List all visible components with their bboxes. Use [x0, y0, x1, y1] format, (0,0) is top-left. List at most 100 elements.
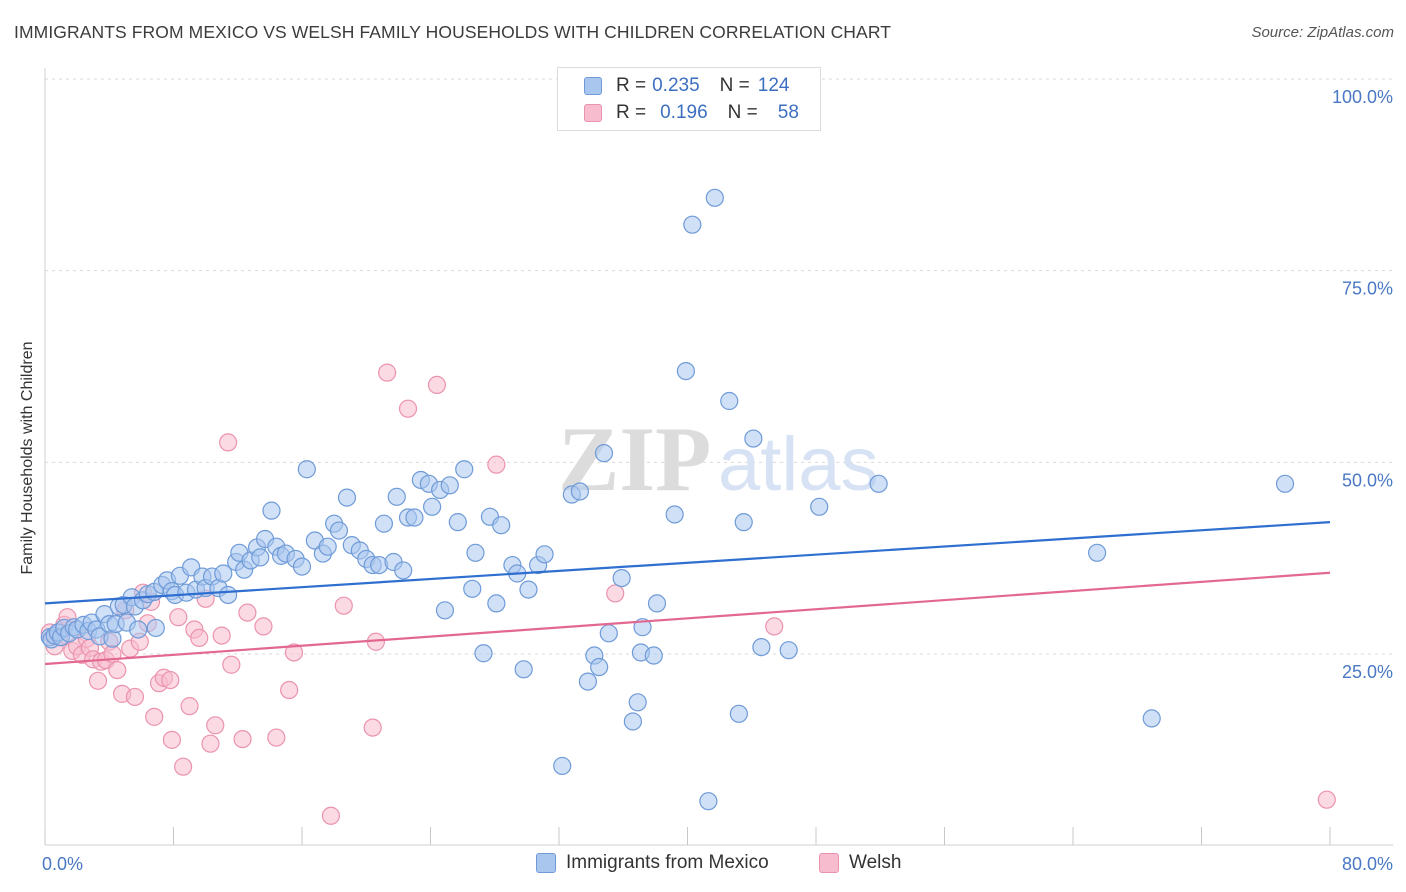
welsh-point — [1317, 790, 1336, 809]
welsh-point — [180, 697, 199, 716]
mexico-point — [129, 620, 148, 639]
welsh-point — [363, 718, 382, 737]
welsh-point — [145, 707, 164, 726]
welsh-point — [169, 608, 188, 627]
mexico-point — [318, 537, 337, 556]
mexico-point — [599, 624, 618, 643]
mexico-point — [553, 756, 572, 776]
mexico-point — [297, 460, 316, 479]
chart-title: IMMIGRANTS FROM MEXICO VS WELSH FAMILY H… — [14, 22, 892, 42]
mexico-point — [1275, 474, 1295, 493]
mexico-point — [337, 488, 357, 507]
welsh-point — [238, 603, 257, 622]
mexico-point — [683, 215, 702, 234]
legend-row-mexico: R = 0.235 N = 124 — [584, 75, 789, 97]
mexico-point — [463, 579, 482, 598]
mexico-point — [869, 474, 888, 493]
mexico-point — [734, 513, 753, 532]
mexico-point — [535, 545, 554, 564]
mexico-point — [405, 508, 424, 527]
welsh-point — [254, 617, 273, 636]
mexico-point — [810, 497, 829, 516]
mexico-point — [435, 601, 455, 620]
welsh-point — [174, 757, 193, 776]
mexico-point — [644, 646, 663, 665]
welsh-point — [427, 375, 447, 394]
y-tick-label-75: 75.0% — [1342, 279, 1393, 299]
mexico-point — [744, 429, 763, 448]
mexico-point — [628, 693, 647, 712]
trend-line-welsh — [44, 571, 1331, 666]
watermark-atlas: atlas — [718, 422, 879, 507]
mexico-point — [146, 618, 165, 638]
x-axis — [44, 68, 1393, 846]
legend-swatch-welsh — [584, 104, 602, 122]
mexico-point — [251, 548, 270, 567]
welsh-point — [201, 734, 220, 753]
mexico-points — [40, 188, 1295, 811]
welsh-point — [233, 729, 252, 749]
legend-swatch-mexico — [584, 77, 602, 95]
legend-swatch-welsh — [819, 853, 839, 873]
welsh-point — [125, 687, 145, 707]
mexico-point — [570, 482, 589, 501]
mexico-point — [590, 657, 609, 677]
mexico-point — [779, 641, 798, 660]
y-tick-label-100: 100.0% — [1332, 87, 1393, 107]
welsh-point — [267, 728, 286, 747]
mexico-point — [487, 594, 506, 613]
welsh-point — [765, 617, 784, 636]
welsh-point — [219, 433, 238, 452]
welsh-point — [162, 730, 181, 749]
mexico-point — [329, 521, 349, 540]
mexico-point — [1142, 709, 1161, 728]
welsh-point — [212, 626, 231, 645]
mexico-point — [729, 704, 749, 723]
mexico-point — [612, 568, 631, 588]
welsh-point — [88, 671, 108, 690]
mexico-point — [752, 637, 771, 657]
mexico-point — [423, 497, 442, 516]
mexico-point — [219, 585, 238, 605]
legend-label-welsh: Welsh — [849, 852, 902, 873]
welsh-point — [280, 680, 299, 700]
welsh-point — [487, 455, 506, 474]
welsh-point — [398, 399, 418, 418]
mexico-point — [514, 660, 533, 679]
mexico-point — [623, 712, 642, 731]
legend-swatch-mexico — [536, 853, 556, 873]
mexico-point — [292, 557, 312, 576]
mexico-point — [665, 505, 684, 524]
welsh-point — [161, 670, 180, 690]
n-value: 124 — [757, 75, 790, 96]
welsh-point — [222, 655, 241, 674]
mexico-point — [455, 460, 474, 479]
welsh-point — [108, 660, 127, 680]
welsh-point — [606, 584, 625, 603]
mexico-point — [594, 444, 614, 463]
mexico-point — [214, 564, 233, 583]
mexico-point — [578, 672, 598, 691]
mexico-point — [394, 561, 413, 580]
r-label: R = — [616, 75, 647, 96]
welsh-point — [378, 363, 397, 382]
mexico-point — [448, 513, 467, 532]
mexico-point — [466, 543, 485, 562]
legend-row-welsh: R = 0.196 N = 58 — [584, 102, 799, 124]
r-value: 0.196 — [660, 102, 708, 123]
legend-item-mexico: Immigrants from Mexico — [536, 852, 769, 874]
welsh-point — [206, 716, 225, 735]
mexico-point — [699, 792, 718, 811]
mexico-point — [387, 487, 406, 506]
correlation-legend: R = 0.235 N = 124 R = 0.196 N = 58 — [557, 67, 821, 131]
trend-line-mexico — [44, 521, 1331, 605]
trend-lines — [44, 521, 1331, 666]
mexico-point — [262, 501, 281, 520]
n-value: 58 — [777, 102, 799, 123]
series-legend: Immigrants from Mexico Welsh — [0, 852, 1406, 878]
mexico-point — [440, 476, 459, 495]
mexico-point — [720, 391, 739, 411]
x-tick-label-max: 80.0% — [1342, 854, 1393, 874]
mexico-point — [647, 594, 667, 613]
